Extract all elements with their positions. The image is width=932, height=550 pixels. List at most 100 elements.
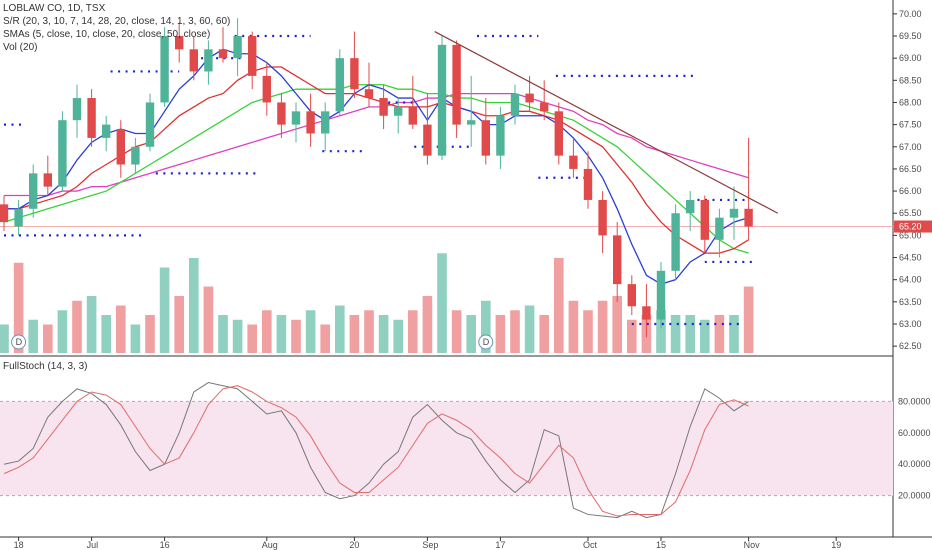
legend-smas[interactable]: SMAs (5, close, 10, close, 20, close, 50… [3, 29, 211, 40]
volume-bar [320, 324, 330, 353]
candle-body [248, 36, 257, 76]
legend-volume[interactable]: Vol (20) [3, 42, 38, 53]
volume-bar [364, 310, 374, 353]
volume-bar [349, 315, 360, 353]
volume-bar [159, 267, 170, 353]
candle-body [379, 98, 388, 116]
candle-body [715, 217, 724, 240]
candle-body [87, 98, 96, 138]
volume-bar [57, 310, 68, 353]
price-candles [0, 18, 753, 338]
candle-body [452, 44, 461, 125]
sma10-line [4, 66, 749, 254]
volume-bar [218, 315, 228, 353]
price-tick-label: 66.50 [899, 164, 922, 174]
candle-body [306, 111, 315, 134]
candle-body [321, 111, 330, 134]
legend-fullstoch[interactable]: FullStoch (14, 3, 3) [3, 361, 88, 372]
price-tick-label: 69.50 [899, 31, 922, 41]
candle-body [131, 146, 140, 165]
date-tick-label: Aug [262, 540, 278, 550]
candle-body [583, 168, 593, 200]
date-tick-label: Oct [583, 540, 598, 550]
volume-bar [232, 319, 243, 353]
volume-bar [743, 286, 754, 353]
stoch-d-line [3, 385, 749, 517]
date-tick-label: Sep [422, 540, 438, 550]
candle-body [613, 235, 622, 285]
candle-body [467, 120, 476, 125]
sma50-line [4, 92, 749, 197]
volume-bar [554, 258, 564, 353]
support-resistance-levels [4, 34, 756, 326]
moving-averages [3, 48, 749, 285]
candle-body [233, 36, 242, 59]
price-tick-label: 70.00 [899, 9, 922, 19]
volume-bar [729, 315, 739, 353]
price-tick-label: 65.50 [899, 208, 922, 218]
candle-body [423, 124, 432, 156]
price-tick-label: 66.00 [899, 186, 922, 196]
candle-body [598, 199, 607, 236]
candle-body [218, 49, 228, 59]
candle-body [335, 58, 344, 112]
stoch-k-line [3, 382, 749, 519]
candle-body [291, 111, 301, 125]
volume-bar [116, 305, 126, 353]
stochastic-pane [0, 382, 893, 519]
volume-bar [656, 310, 666, 353]
trendline-segment [434, 31, 779, 214]
date-tick-label: Nov [744, 540, 761, 550]
candle-body [510, 93, 520, 116]
oscillator-legend: FullStoch (14, 3, 3) [3, 360, 87, 373]
volume-bar [670, 315, 681, 353]
volume-bar [393, 319, 403, 353]
dividend-letter: D [16, 337, 23, 347]
candle-body [116, 129, 125, 165]
volume-bar [510, 310, 520, 353]
date-tick-label: 15 [656, 540, 666, 550]
trendline[interactable] [434, 31, 779, 214]
candle-body [58, 120, 67, 187]
volume-bar [495, 315, 506, 353]
volume-bar [612, 296, 622, 353]
volume-bar [627, 319, 637, 353]
candle-body [408, 106, 417, 125]
volume-bar [28, 319, 38, 353]
volume-bar [174, 296, 184, 353]
volume-bar [72, 300, 82, 353]
legend-sr[interactable]: S/R (20, 3, 10, 7, 14, 28, 20, close, 14… [3, 16, 231, 27]
candle-body [189, 49, 198, 72]
candle-body [569, 155, 578, 169]
volume-bar [43, 324, 53, 353]
stoch-tick-label: 40.0000 [898, 459, 931, 469]
volume-bar [378, 315, 389, 353]
candle-body [29, 173, 38, 209]
candle-body [277, 102, 286, 125]
volume-bar [262, 310, 272, 353]
candle-body [160, 36, 169, 103]
price-tick-label: 67.50 [899, 120, 922, 130]
candle-body [642, 306, 651, 320]
volume-bar [101, 315, 111, 353]
dividend-letter: D [483, 337, 490, 347]
volume-bar [568, 300, 579, 353]
sma5-line [4, 48, 749, 285]
candle-body [496, 115, 505, 156]
price-tick-label: 63.50 [899, 297, 922, 307]
volume-bar [481, 300, 491, 353]
date-tick-label: 17 [495, 540, 505, 550]
price-tick-label: 69.00 [899, 53, 922, 63]
volume-bars [0, 253, 754, 353]
candle-body [686, 199, 695, 214]
stoch-band [0, 401, 893, 496]
candle-body [525, 93, 534, 103]
candle-body [0, 204, 9, 223]
date-tick-label: 20 [349, 540, 359, 550]
candle-body [364, 89, 374, 99]
volume-bar [524, 305, 535, 353]
price-axis-bg [893, 0, 932, 550]
